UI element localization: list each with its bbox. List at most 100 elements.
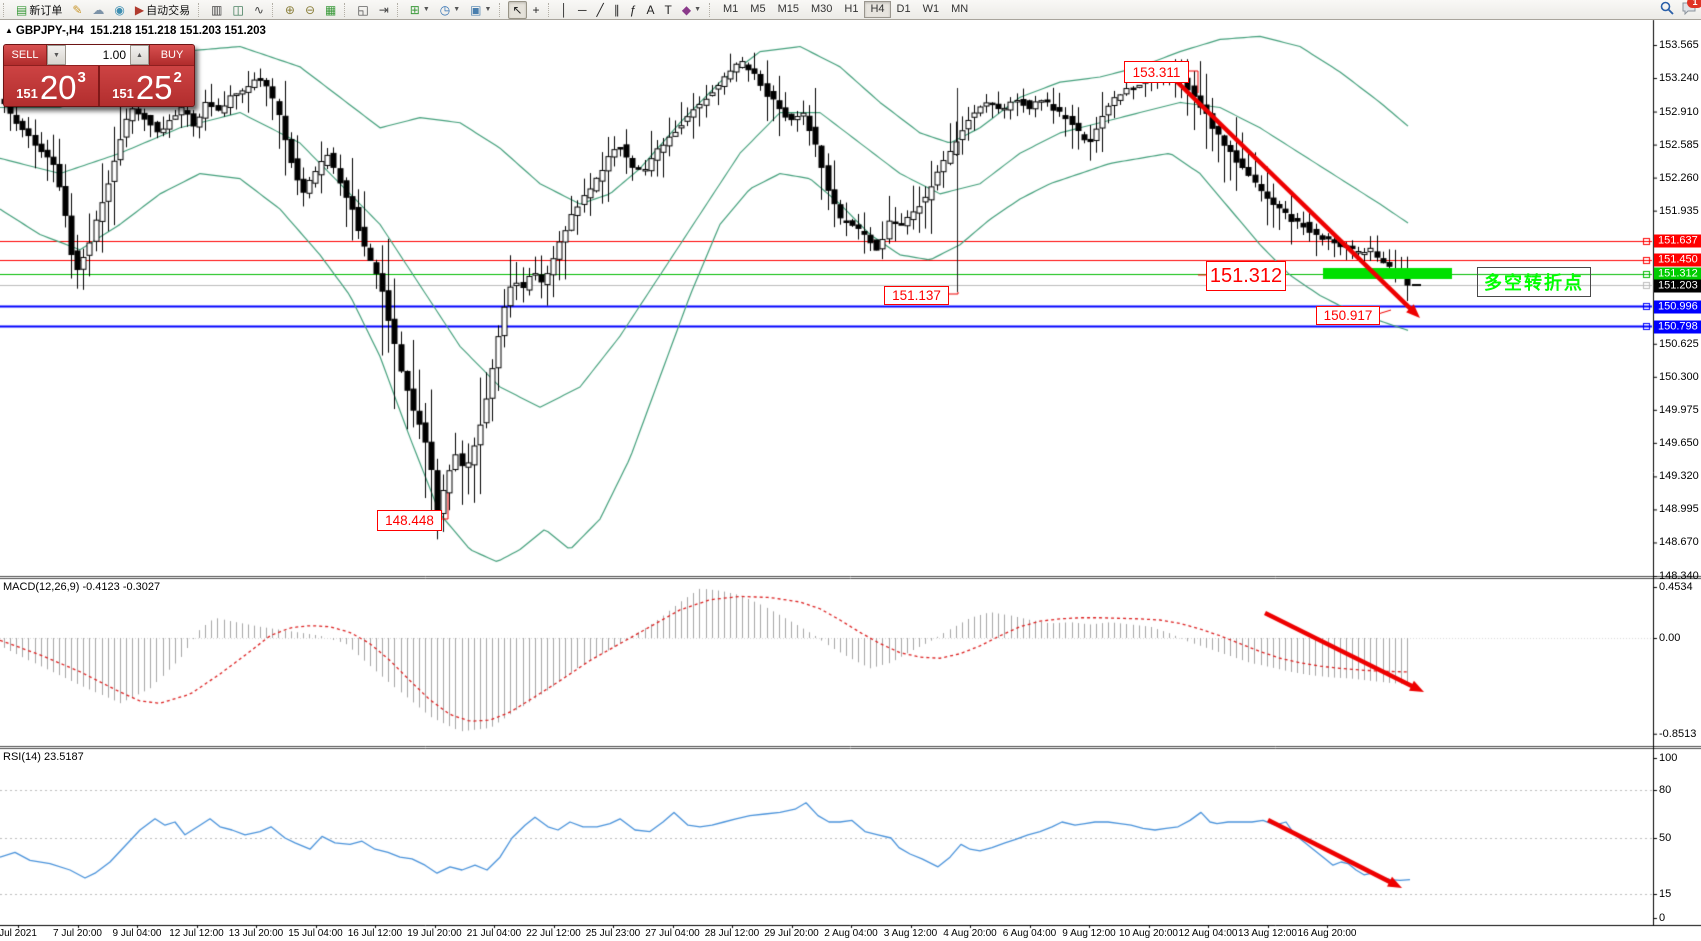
- price-axis-tick: 153.240: [1659, 72, 1699, 85]
- volume-up-button[interactable]: ▲: [130, 45, 149, 65]
- mql5-cloud-icon: ☁: [92, 2, 105, 17]
- candlestick-chart-button[interactable]: ◫: [228, 1, 247, 19]
- timeframe-h4[interactable]: H4: [864, 1, 891, 18]
- toolbar-separator: [709, 2, 714, 17]
- text-label-icon: T: [664, 2, 672, 17]
- timeframe-m1[interactable]: M1: [723, 3, 739, 15]
- new-order-button-label: 新订单: [29, 4, 63, 17]
- autotrading-button[interactable]: ▶ 自动交易: [131, 1, 194, 19]
- auto-arrange-button[interactable]: ◱: [353, 1, 372, 19]
- buy-price-pip: 2: [173, 69, 182, 86]
- line-chart-button[interactable]: ∿: [250, 1, 268, 19]
- chart-shift-button[interactable]: ⇥: [375, 1, 393, 19]
- rsi-axis-tick: 80: [1659, 784, 1672, 796]
- time-axis-label: 27 Jul 04:00: [645, 928, 700, 939]
- snapshot-dropdown[interactable]: ▣ ▼: [466, 1, 495, 19]
- price-axis-flag: 151.312: [1654, 267, 1701, 281]
- search-icon[interactable]: [1660, 1, 1674, 15]
- ohlc-values: 151.218 151.218 151.203 151.203: [90, 25, 266, 37]
- label-151312-big[interactable]: 151.312: [1206, 261, 1286, 291]
- volume-down-button[interactable]: ▼: [47, 45, 66, 65]
- sell-price-pip: 3: [77, 69, 86, 86]
- buy-price-button[interactable]: 151 25 2: [100, 66, 194, 106]
- label-151137[interactable]: 151.137: [884, 286, 949, 305]
- autotrading-button-label: 自动交易: [146, 4, 191, 17]
- cursor-button[interactable]: ↖: [508, 0, 527, 19]
- equidistant-channel-button[interactable]: ∥: [610, 1, 624, 19]
- signals-button[interactable]: ◉: [110, 1, 128, 19]
- symbol-info-line: ▲ GBPJPY-,H4 151.218 151.218 151.203 151.…: [5, 25, 266, 37]
- volume-input[interactable]: [66, 45, 130, 65]
- timeframe-m15[interactable]: M15: [777, 3, 799, 15]
- time-axis-label: 10 Aug 20:00: [1119, 928, 1178, 939]
- arrows-dropdown[interactable]: ◆ ▼: [678, 1, 705, 19]
- bar-chart-button[interactable]: ▥: [207, 1, 226, 19]
- timeframe-h1[interactable]: H1: [844, 3, 859, 15]
- vertical-line-button[interactable]: │: [557, 1, 573, 19]
- mql5-cloud-button[interactable]: ☁: [88, 1, 108, 19]
- horizontal-line-button[interactable]: ─: [574, 1, 591, 19]
- macd-axis-tick: -0.8513: [1659, 727, 1697, 740]
- one-click-trading-panel: SELL ▼ ▲ BUY 151 20 3 151 25 2: [3, 44, 195, 107]
- new-chart-icon: ⊞: [409, 2, 420, 17]
- time-axis-label: 16 Aug 20:00: [1297, 928, 1357, 939]
- price-axis-tick: 150.300: [1659, 370, 1699, 383]
- price-axis-flag: 151.637: [1654, 234, 1701, 248]
- zoom-in-button[interactable]: ⊕: [281, 1, 299, 19]
- zoom-out-button[interactable]: ⊖: [301, 1, 319, 19]
- line-chart-icon: ∿: [253, 2, 264, 17]
- time-axis-label: 12 Aug 04:00: [1178, 928, 1238, 939]
- crosshair-button[interactable]: +: [529, 1, 544, 19]
- timeframe-m5[interactable]: M5: [750, 3, 766, 15]
- price-axis-tick: 150.625: [1659, 337, 1699, 350]
- collapse-triangle-icon[interactable]: ▲: [5, 26, 13, 35]
- timeframe-m30[interactable]: M30: [810, 3, 833, 15]
- toolbar-separator: [396, 2, 402, 17]
- sell-price-main: 20: [39, 69, 77, 106]
- cursor-icon: ↖: [512, 2, 523, 17]
- new-chart-dropdown[interactable]: ⊞ ▼: [406, 1, 434, 19]
- label-turning-point[interactable]: 多空转折点: [1477, 267, 1591, 297]
- sell-price-button[interactable]: 151 20 3: [4, 66, 100, 106]
- text-icon: A: [646, 2, 655, 17]
- metaeditor-button[interactable]: ✎: [68, 1, 86, 19]
- time-axis-label: 9 Jul 04:00: [112, 928, 162, 939]
- rsi-axis-tick: 100: [1659, 752, 1678, 764]
- periods-dropdown[interactable]: ◷ ▼: [436, 1, 464, 19]
- timeframe-w1[interactable]: W1: [922, 3, 940, 15]
- time-axis-label: 29 Jul 20:00: [764, 928, 819, 939]
- timeframe-d1[interactable]: D1: [896, 3, 911, 15]
- text-button[interactable]: A: [642, 1, 658, 19]
- toolbar-separator: [3, 2, 8, 17]
- price-axis-tick: 149.975: [1659, 403, 1699, 416]
- sell-price-base: 151: [16, 86, 38, 101]
- timeframe-mn[interactable]: MN: [951, 3, 969, 15]
- auto-arrange-icon: ◱: [357, 2, 369, 17]
- arrows-icon: ◆: [681, 2, 692, 17]
- chevron-down-icon: ▼: [694, 6, 701, 13]
- label-148448[interactable]: 148.448: [377, 510, 442, 531]
- label-150917[interactable]: 150.917: [1316, 306, 1380, 325]
- price-axis-tick: 152.585: [1659, 138, 1699, 151]
- trendline-button[interactable]: ╱: [593, 1, 608, 19]
- price-axis-tick: 148.670: [1659, 536, 1699, 549]
- time-axis-label: 6 Aug 04:00: [1002, 928, 1057, 939]
- macd-axis-tick: 0.00: [1659, 632, 1681, 644]
- new-order-button[interactable]: ▤ 新订单: [12, 1, 66, 19]
- tile-windows-button[interactable]: ▦: [321, 1, 340, 19]
- label-153311[interactable]: 153.311: [1124, 61, 1189, 83]
- time-axis-label: 28 Jul 12:00: [704, 928, 760, 939]
- notifications-button[interactable]: 1: [1682, 0, 1701, 15]
- sell-button[interactable]: SELL: [4, 45, 47, 65]
- fibonacci-button[interactable]: ƒ: [626, 1, 641, 19]
- main-toolbar: ▤ 新订单 ✎ ☁ ◉ ▶ 自动交易 ▥ ◫ ∿ ⊕ ⊖ ▦ ◱ ⇥ ⊞ ▼ ◷ ▼ ▣ ▼ ↖ + │ ─ ╱ ∥ ƒ A T ◆ ▼ M1 M…: [0, 0, 1701, 20]
- toolbar-separator: [499, 2, 504, 17]
- chevron-down-icon: ▼: [484, 6, 492, 13]
- buy-button[interactable]: BUY: [149, 45, 194, 65]
- notification-badge: 1: [1687, 0, 1701, 8]
- zoom-in-icon: ⊕: [284, 2, 295, 17]
- text-label-button[interactable]: T: [660, 1, 675, 19]
- buy-price-base: 151: [112, 86, 134, 101]
